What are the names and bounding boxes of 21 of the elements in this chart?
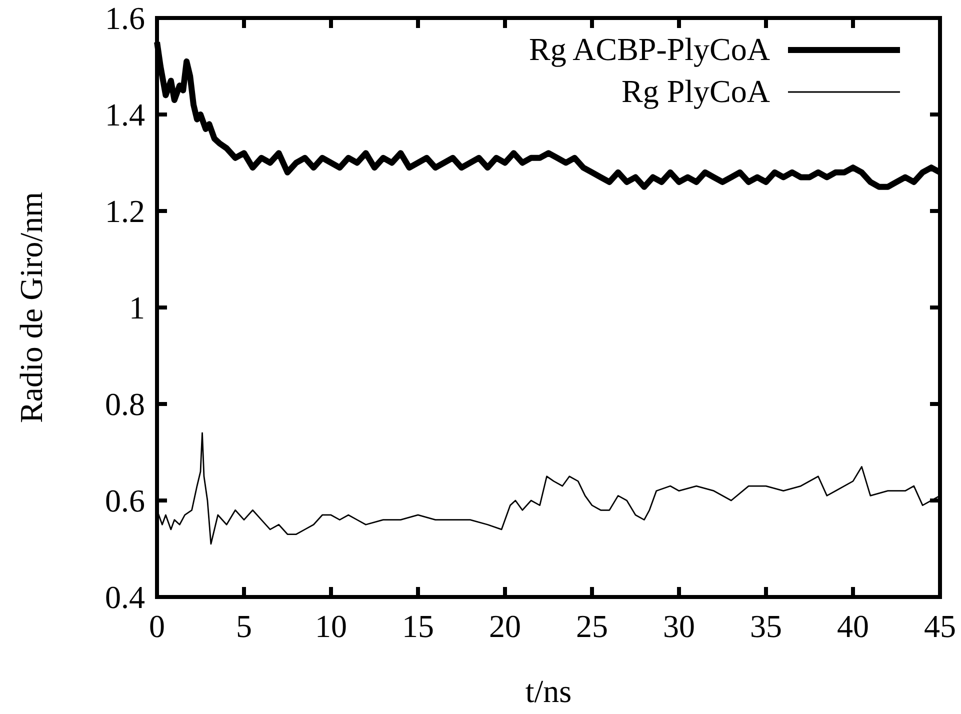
x-tick-label: 25 <box>576 608 608 644</box>
legend-label: Rg ACBP-PlyCoA <box>529 31 770 67</box>
y-tick-label: 1.4 <box>105 96 145 132</box>
x-tick-label: 20 <box>489 608 521 644</box>
x-tick-label: 0 <box>149 608 165 644</box>
y-tick-label: 1.6 <box>105 0 145 36</box>
y-tick-label: 1 <box>129 290 145 326</box>
x-tick-label: 30 <box>663 608 695 644</box>
y-tick-label: 0.8 <box>105 386 145 422</box>
x-tick-label: 10 <box>315 608 347 644</box>
y-tick-label: 1.2 <box>105 193 145 229</box>
x-tick-label: 45 <box>924 608 956 644</box>
x-tick-label: 5 <box>236 608 252 644</box>
x-tick-label: 35 <box>750 608 782 644</box>
x-tick-label: 15 <box>402 608 434 644</box>
y-tick-label: 0.4 <box>105 579 145 615</box>
y-axis-title: Radio de Giro/nm <box>13 192 49 424</box>
x-axis-title: t/ns <box>525 673 572 709</box>
x-tick-label: 40 <box>837 608 869 644</box>
y-tick-label: 0.6 <box>105 482 145 518</box>
legend-label: Rg PlyCoA <box>622 73 770 109</box>
